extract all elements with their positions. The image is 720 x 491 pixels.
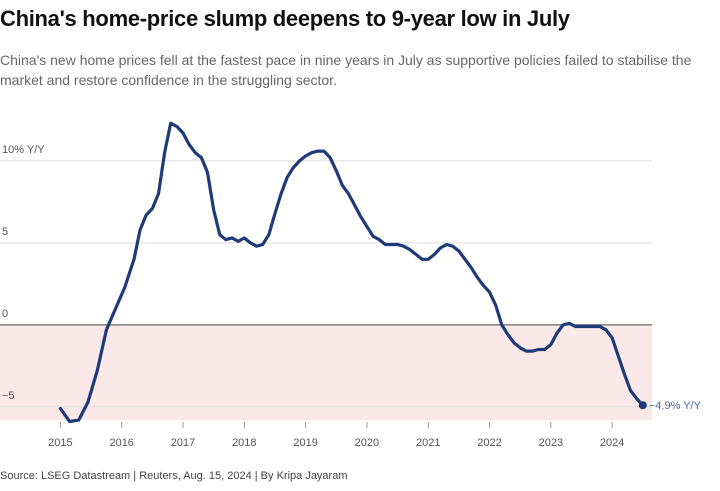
y-tick-label: 0 bbox=[2, 308, 8, 320]
x-tick-label: 2024 bbox=[600, 437, 624, 449]
y-tick-label: 10% Y/Y bbox=[2, 144, 45, 156]
x-tick-label: 2020 bbox=[355, 437, 379, 449]
x-tick-label: 2021 bbox=[416, 437, 440, 449]
x-tick-label: 2019 bbox=[293, 437, 317, 449]
line-series bbox=[58, 121, 645, 424]
x-tick-label: 2022 bbox=[477, 437, 501, 449]
negative-zone bbox=[0, 324, 652, 420]
y-tick-label: 5 bbox=[2, 226, 8, 238]
chart-title: China's home-price slump deepens to 9-ye… bbox=[0, 6, 570, 31]
x-tick-label: 2016 bbox=[109, 437, 133, 449]
end-label: −4.9% Y/Y bbox=[649, 400, 702, 412]
source-note: Source: LSEG Datastream | Reuters, Aug. … bbox=[0, 470, 348, 482]
chart-subtitle: China's new home prices fell at the fast… bbox=[0, 52, 692, 88]
y-tick-label: −5 bbox=[2, 390, 15, 402]
end-point bbox=[638, 401, 647, 410]
x-tick-label: 2017 bbox=[171, 437, 195, 449]
x-tick-label: 2023 bbox=[539, 437, 563, 449]
x-tick-label: 2015 bbox=[48, 437, 72, 449]
x-tick-label: 2018 bbox=[232, 437, 256, 449]
